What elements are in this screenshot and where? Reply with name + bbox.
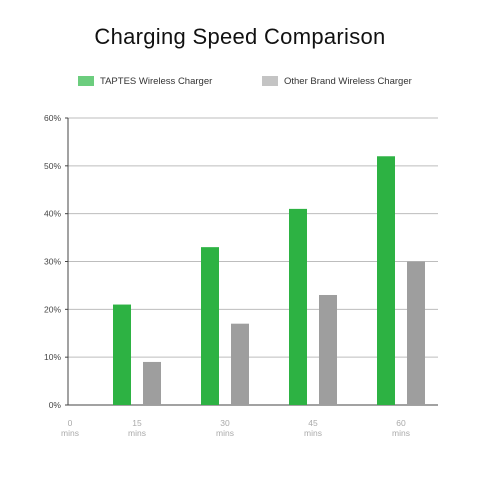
legend-label-other-brand: Other Brand Wireless Charger <box>284 75 412 87</box>
legend-swatch-other-brand <box>262 76 278 86</box>
bar-other-brand <box>407 261 425 405</box>
bar-taptes <box>289 208 307 405</box>
y-tick-label: 60% <box>44 113 61 123</box>
x-tick-unit: mins <box>304 428 322 438</box>
x-tick-unit: mins <box>61 428 79 438</box>
x-tick-label: 45 <box>308 418 318 428</box>
y-tick-label: 50% <box>44 161 61 171</box>
x-tick-unit: mins <box>216 428 234 438</box>
bar-other-brand <box>143 361 161 405</box>
x-tick-label: 30 <box>220 418 230 428</box>
bar-taptes <box>377 156 395 405</box>
x-tick-label: 60 <box>396 418 406 428</box>
y-tick-label: 10% <box>44 352 61 362</box>
bar-taptes <box>201 247 219 405</box>
bar-other-brand <box>319 294 337 405</box>
x-tick-unit: mins <box>392 428 410 438</box>
bar-taptes <box>113 304 131 405</box>
y-tick-label: 40% <box>44 209 61 219</box>
x-tick-label: 15 <box>132 418 142 428</box>
bar-other-brand <box>231 323 249 405</box>
legend-label-taptes: TAPTES Wireless Charger <box>100 75 213 87</box>
y-tick-label: 30% <box>44 257 61 267</box>
chart-title: Charging Speed Comparison <box>94 24 386 49</box>
legend-item-taptes: TAPTES Wireless Charger <box>78 74 212 88</box>
x-tick-unit: mins <box>128 428 146 438</box>
y-tick-label: 20% <box>44 304 61 314</box>
legend-item-other-brand: Other Brand Wireless Charger <box>262 74 412 88</box>
legend-swatch-taptes <box>78 76 94 86</box>
x-tick-label: 0 <box>68 418 73 428</box>
y-tick-label: 0% <box>49 400 62 410</box>
